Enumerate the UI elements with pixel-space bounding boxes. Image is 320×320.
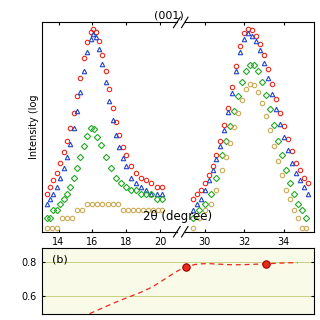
Text: (001): (001)	[154, 10, 184, 20]
Point	[183, 265, 188, 270]
Text: (b): (b)	[52, 255, 68, 265]
Y-axis label: Intensity (log: Intensity (log	[29, 95, 39, 159]
Point	[263, 261, 268, 266]
Text: 2θ (degree): 2θ (degree)	[143, 210, 212, 223]
